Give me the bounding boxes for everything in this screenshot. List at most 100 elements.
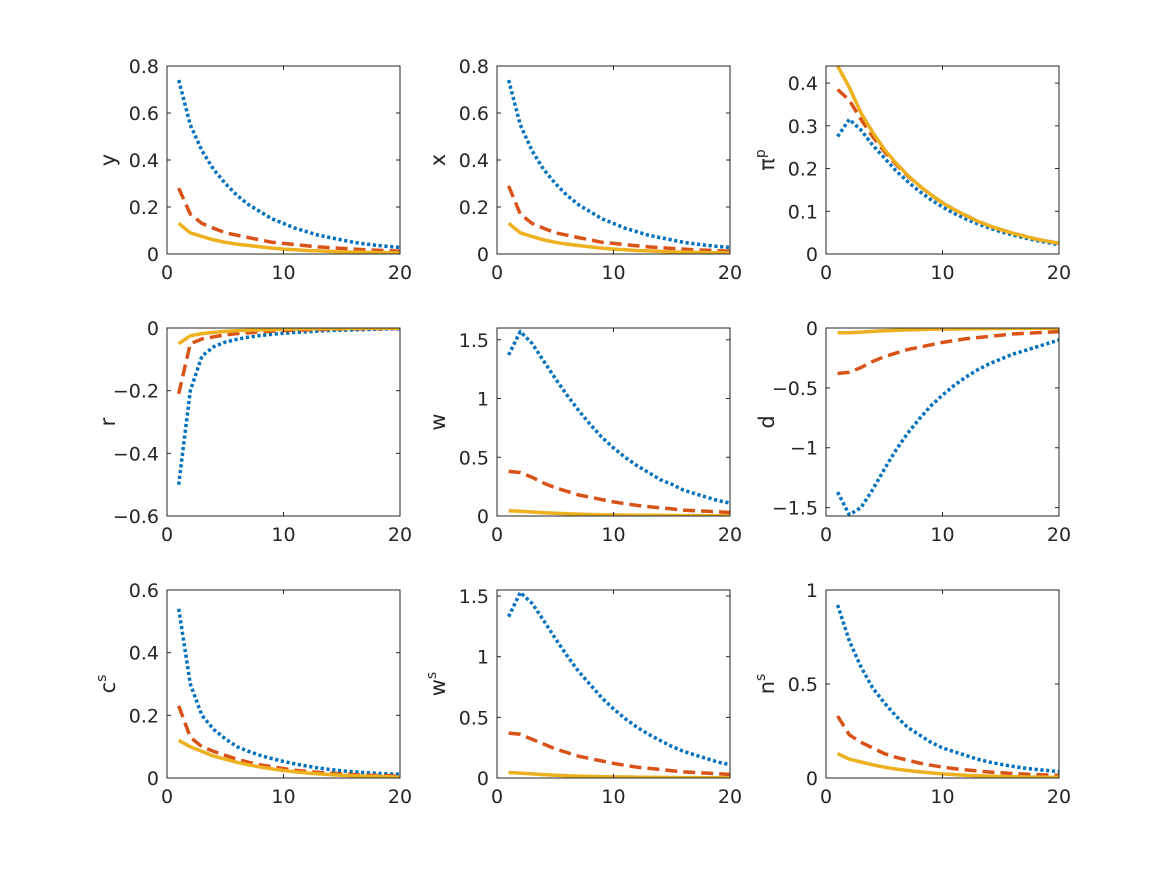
axes-background xyxy=(167,66,400,254)
x-tick-label: 0 xyxy=(820,786,832,808)
series-dashed-line xyxy=(177,705,400,778)
series-dashed-line xyxy=(508,731,730,777)
x-tick-label: 10 xyxy=(601,786,625,808)
subplot-6: 0 10 20 −1.5 −1 −0.5 0 d xyxy=(755,318,1071,546)
subplot-3: 0 10 20 0 0.1 0.2 0.3 0.4 πp xyxy=(753,65,1071,284)
y-axis-label-base: w xyxy=(426,679,450,696)
y-tick-label: 0.5 xyxy=(459,707,489,729)
y-tick-label: 0.4 xyxy=(129,643,159,665)
subplot-4: 0 10 20 −0.6 −0.4 −0.2 0 r xyxy=(96,318,412,546)
y-tick-label: 1 xyxy=(477,647,489,669)
y-tick-label: −0.4 xyxy=(113,443,159,465)
y-axis-label: w xyxy=(426,413,450,430)
axes-background xyxy=(826,66,1059,254)
x-tick-label: 20 xyxy=(1047,262,1071,284)
series-dotted-line xyxy=(835,604,1059,774)
x-tick-label: 20 xyxy=(388,786,412,808)
axes-background xyxy=(497,590,730,778)
y-tick-label: 1 xyxy=(806,580,818,602)
y-axis-label-superscript: s xyxy=(94,675,110,682)
series-dashed-line xyxy=(837,329,1059,376)
y-tick-label: 0 xyxy=(806,318,818,340)
y-axis-label-superscript: p xyxy=(753,149,769,158)
y-tick-label: 0.8 xyxy=(459,56,489,78)
x-tick-label: 10 xyxy=(271,524,295,546)
y-tick-label: 0 xyxy=(147,768,159,790)
x-tick-label: 20 xyxy=(718,262,742,284)
y-tick-label: 0 xyxy=(477,768,489,790)
y-tick-label: −1.5 xyxy=(772,498,818,520)
y-tick-label: −0.6 xyxy=(113,506,159,528)
subplot-2: 0 10 20 0 0.2 0.4 0.6 0.8 x xyxy=(426,56,742,284)
x-tick-label: 10 xyxy=(930,262,954,284)
y-tick-label: 0.2 xyxy=(129,705,159,727)
series-solid-line xyxy=(836,752,1059,778)
x-tick-label: 0 xyxy=(491,786,503,808)
x-tick-label: 0 xyxy=(491,262,503,284)
x-tick-label: 10 xyxy=(601,262,625,284)
y-axis-label-base: y xyxy=(96,154,120,166)
y-axis-label: x xyxy=(426,154,450,166)
x-tick-label: 10 xyxy=(930,786,954,808)
y-tick-label: 0.2 xyxy=(459,197,489,219)
subplot-5: 0 10 20 0 0.5 1 1.5 w xyxy=(426,327,742,546)
y-tick-label: 0.2 xyxy=(788,159,818,181)
x-tick-label: 20 xyxy=(388,262,412,284)
y-tick-label: 0.5 xyxy=(788,674,818,696)
series-solid-line xyxy=(507,222,730,254)
x-tick-label: 10 xyxy=(271,262,295,284)
x-tick-label: 10 xyxy=(930,524,954,546)
y-axis-label-base: w xyxy=(426,413,450,430)
y-axis-label: d xyxy=(755,415,779,428)
axes-background xyxy=(497,328,730,516)
x-tick-label: 10 xyxy=(271,786,295,808)
x-tick-label: 0 xyxy=(161,524,173,546)
y-tick-label: 0 xyxy=(147,318,159,340)
x-tick-label: 0 xyxy=(491,524,503,546)
y-axis-label: ws xyxy=(424,672,450,696)
subplot-9: 0 10 20 0 0.5 1 ns xyxy=(753,580,1071,808)
y-tick-label: 0.8 xyxy=(129,56,159,78)
y-tick-label: 0.6 xyxy=(129,580,159,602)
series-dotted-line xyxy=(506,79,730,250)
x-tick-label: 0 xyxy=(161,786,173,808)
x-tick-label: 10 xyxy=(601,524,625,546)
y-tick-label: 0.1 xyxy=(788,201,818,223)
x-tick-label: 20 xyxy=(1047,786,1071,808)
y-axis-label-base: r xyxy=(96,417,120,426)
subplot-8: 0 10 20 0 0.5 1 1.5 ws xyxy=(424,586,742,808)
axes-background xyxy=(826,328,1059,516)
y-tick-label: 0.2 xyxy=(129,197,159,219)
x-tick-label: 20 xyxy=(1047,524,1071,546)
series-dashed-line xyxy=(506,185,730,253)
y-axis-label-superscript: s xyxy=(424,672,440,679)
axes-background xyxy=(826,590,1059,778)
y-axis-label: πp xyxy=(753,149,779,171)
y-tick-label: 0.4 xyxy=(459,150,489,172)
y-tick-label: 0 xyxy=(806,244,818,266)
series-dotted-line xyxy=(177,79,400,250)
series-dotted-line xyxy=(836,338,1059,516)
y-axis-label: ns xyxy=(753,674,779,695)
y-axis-label: y xyxy=(96,154,120,166)
series-solid-line xyxy=(836,66,1059,246)
series-solid-line xyxy=(177,738,400,778)
y-tick-label: 0 xyxy=(477,506,489,528)
y-axis-label-base: d xyxy=(755,415,779,428)
y-axis-label-base: π xyxy=(755,158,779,171)
series-dotted-line xyxy=(507,329,730,505)
y-axis-label-base: c xyxy=(96,682,120,694)
x-tick-label: 20 xyxy=(718,524,742,546)
y-tick-label: 0.4 xyxy=(129,150,159,172)
y-axis-label-superscript: s xyxy=(753,674,769,681)
y-tick-label: 1.5 xyxy=(459,330,489,352)
series-dotted-line xyxy=(507,590,730,767)
subplot-1: 0 10 20 0 0.2 0.4 0.6 0.8 y xyxy=(96,56,412,284)
series-dashed-line xyxy=(508,469,730,515)
x-tick-label: 0 xyxy=(161,262,173,284)
series-dashed-line xyxy=(177,187,400,253)
y-tick-label: 0 xyxy=(477,244,489,266)
x-tick-label: 0 xyxy=(820,262,832,284)
x-tick-label: 20 xyxy=(718,786,742,808)
